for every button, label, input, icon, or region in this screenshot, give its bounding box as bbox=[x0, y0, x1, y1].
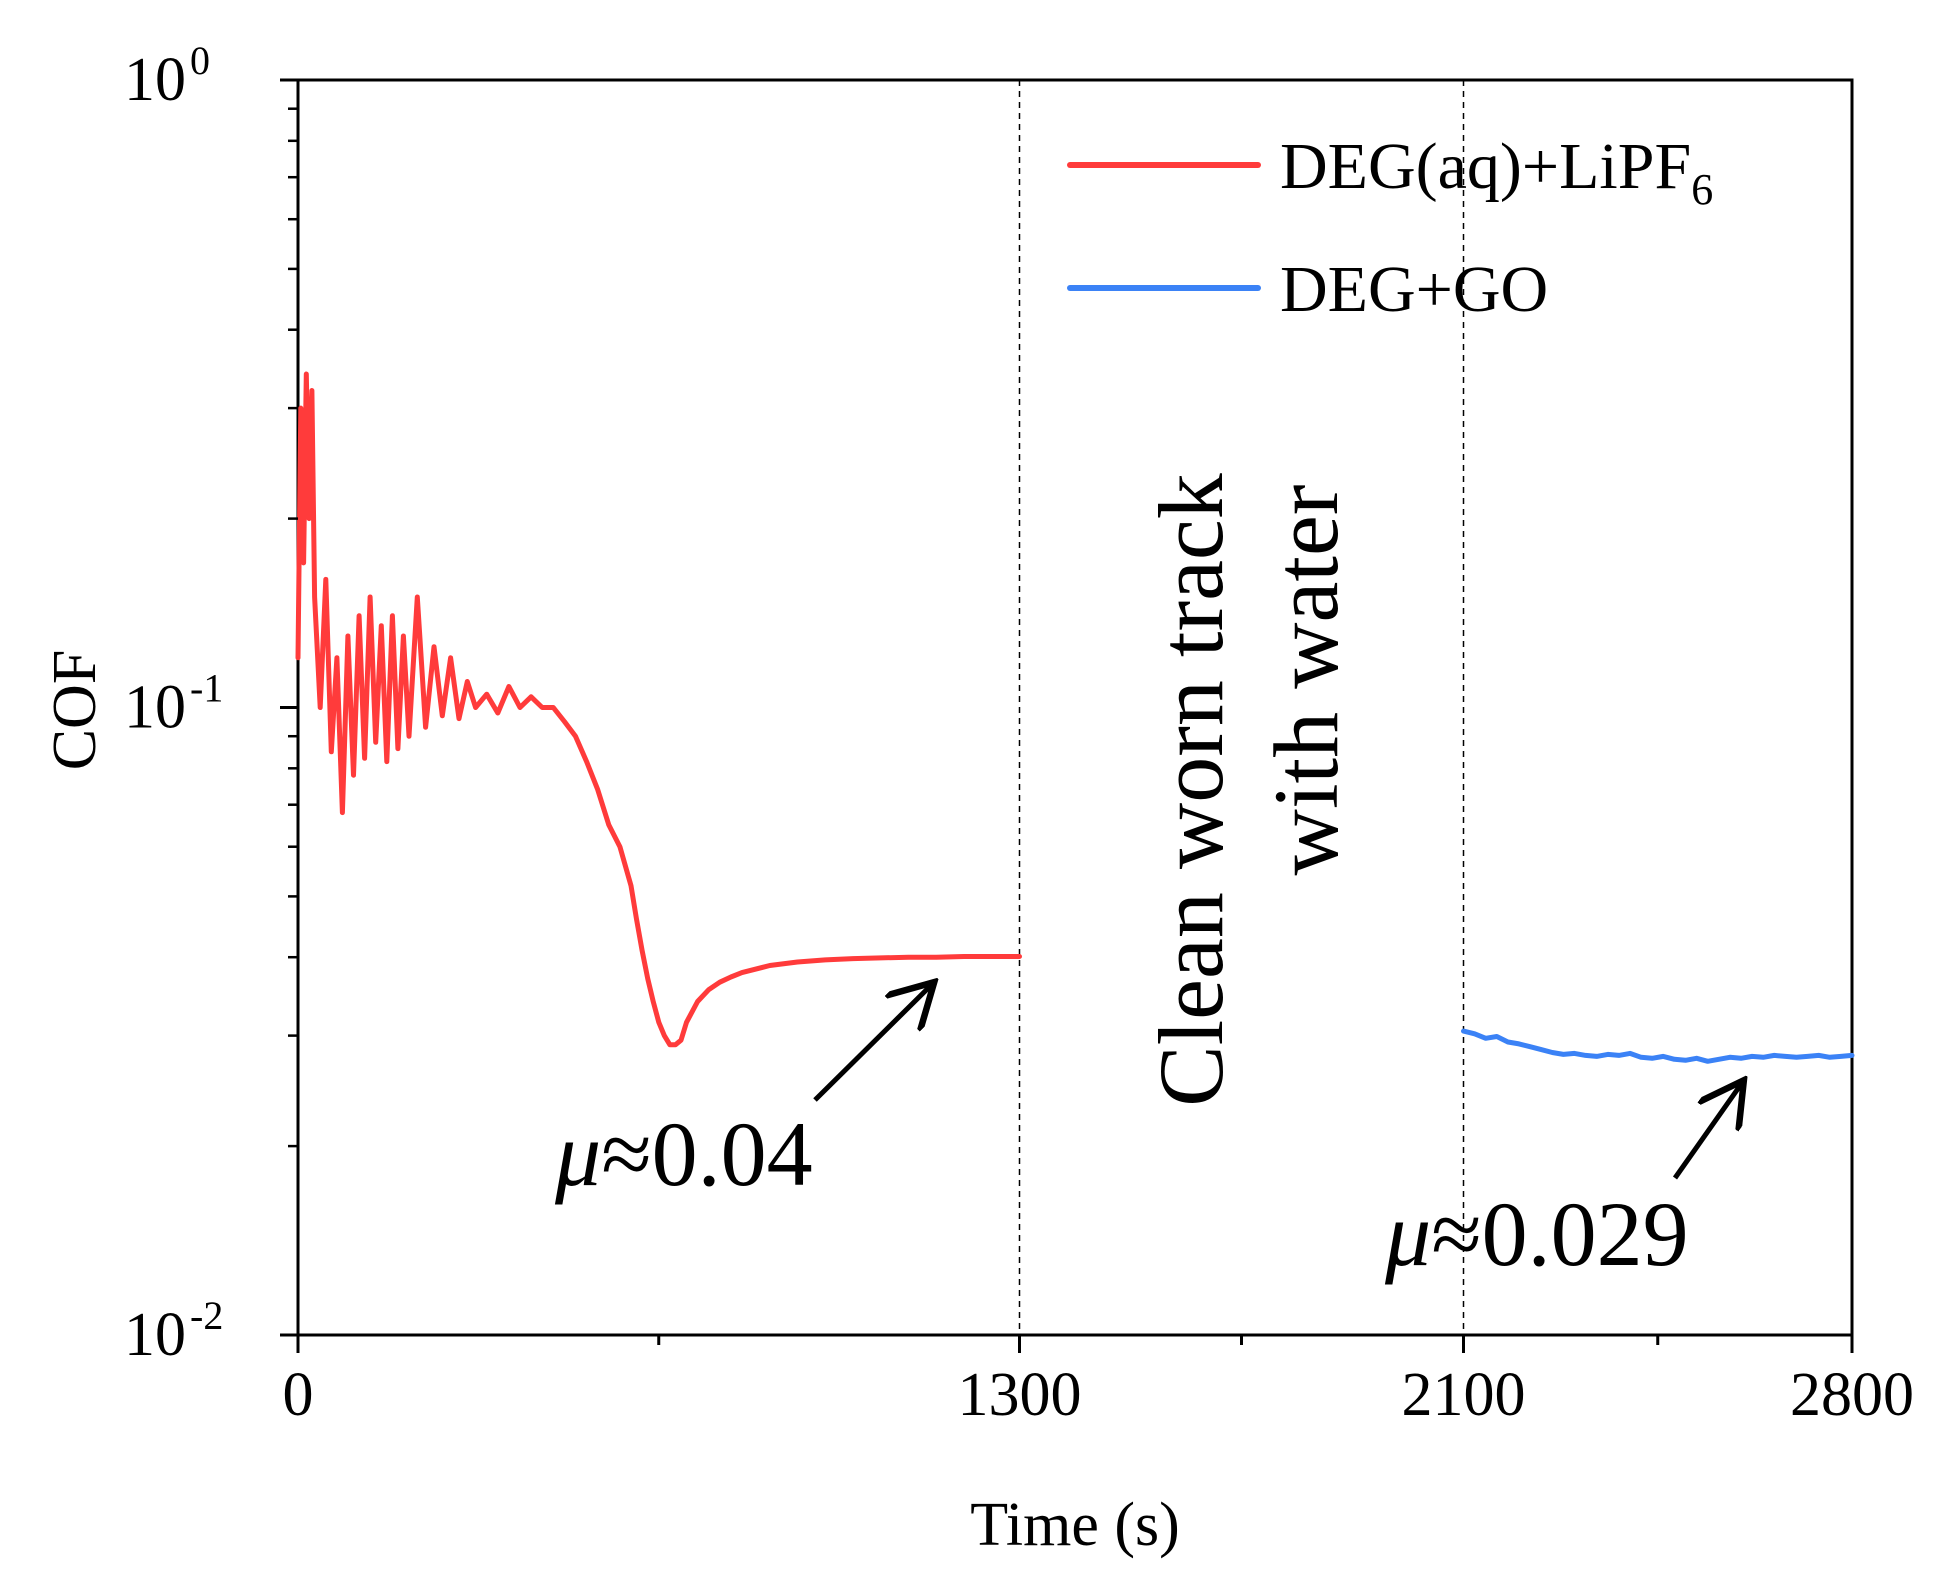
legend-label-subscript: 6 bbox=[1691, 165, 1713, 214]
y-axis-title: COF bbox=[41, 650, 109, 771]
legend-label-2: DEG+GO bbox=[1280, 253, 1548, 326]
x-tick-label: 1300 bbox=[958, 1361, 1082, 1429]
x-tick-label: 0 bbox=[283, 1361, 314, 1429]
plot-area-border bbox=[296, 78, 1854, 1337]
annotation-label-1: μ≈0.04 bbox=[554, 1103, 813, 1205]
annotation-arrow-2 bbox=[1672, 1084, 1741, 1180]
axis-ticks bbox=[280, 78, 1854, 1353]
x-tick-label: 2800 bbox=[1790, 1361, 1914, 1429]
value-annotations: μ≈0.04μ≈0.029 bbox=[554, 986, 1741, 1285]
y-tick-label: 10 bbox=[124, 1301, 186, 1369]
y-tick-exponent: 0 bbox=[190, 38, 210, 83]
annotation-value: ≈0.029 bbox=[1431, 1183, 1689, 1285]
y-tick-exponent: -1 bbox=[190, 666, 223, 711]
y-tick-label: 10 bbox=[124, 674, 186, 742]
mu-symbol: μ bbox=[1384, 1183, 1431, 1285]
annotation-value: ≈0.04 bbox=[601, 1103, 813, 1205]
y-tick-exponent: -2 bbox=[190, 1293, 223, 1338]
y-tick-label: 10 bbox=[124, 46, 186, 114]
gap-annotation-line-1: Clean worn track bbox=[1140, 473, 1242, 1107]
x-axis-title: Time (s) bbox=[970, 1491, 1180, 1559]
legend-label-1: DEG(aq)+LiPF6 bbox=[1280, 130, 1713, 214]
gap-annotation: Clean worn track with water bbox=[1140, 473, 1357, 1107]
series-line-1 bbox=[295, 371, 1022, 1048]
annotation-arrow-1 bbox=[813, 986, 931, 1102]
series-line-2 bbox=[1461, 1028, 1855, 1064]
annotation-label-2: μ≈0.029 bbox=[1384, 1183, 1689, 1285]
gap-annotation-line-2: with water bbox=[1255, 485, 1357, 876]
series-group bbox=[295, 371, 1855, 1064]
plot-frame bbox=[296, 78, 1854, 1337]
x-tick-label: 2100 bbox=[1402, 1361, 1526, 1429]
mu-symbol: μ bbox=[554, 1103, 601, 1205]
section-divider-lines bbox=[1018, 80, 1465, 1335]
legend: DEG(aq)+LiPF6 DEG+GO bbox=[1067, 130, 1713, 326]
